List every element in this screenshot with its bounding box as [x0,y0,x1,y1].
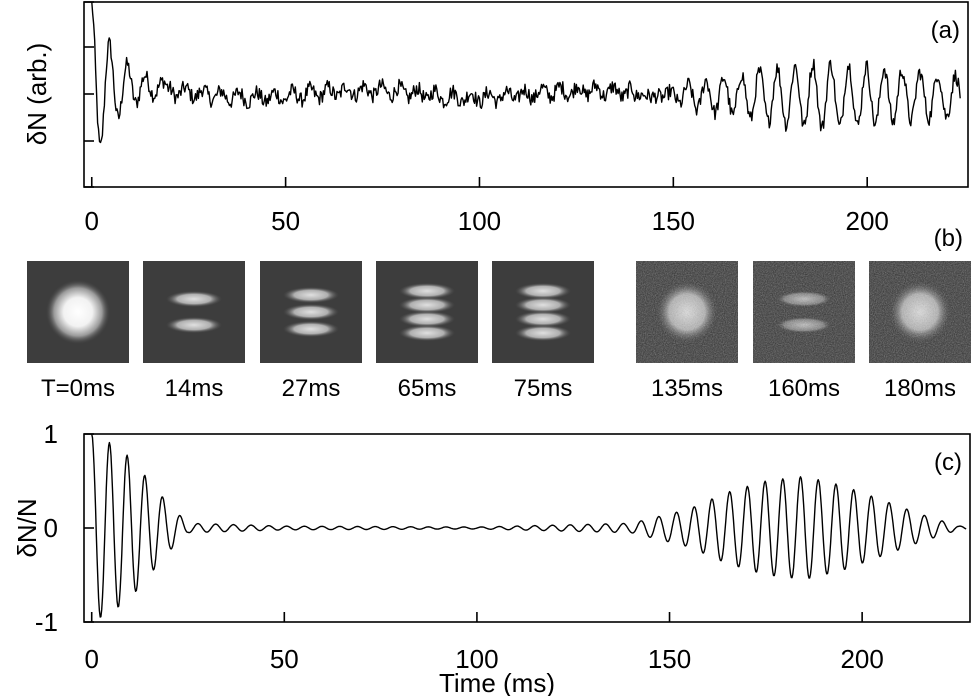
panel-c-xtick-label: 200 [840,644,883,674]
interference-fringe [399,311,455,327]
panel-c: -1 0 1 0 50 100 150 200 δN/N Time (ms) (c) [12,419,971,696]
panel-a: 0 50 100 150 200 δN (arb.) (a) [22,1,969,236]
image-noise [636,261,738,363]
panel-c-xlabel: Time (ms) [439,668,555,696]
panel-c-ytick-label: 0 [44,513,58,543]
absorption-image-3 [376,261,478,363]
panel-c-ytick-label: 1 [44,419,58,449]
panel-c-frame [83,433,971,623]
panel-b: (b) T=0ms 14ms 27ms 65ms 75ms 135ms 160ms 180ms [27,225,971,402]
panel-a-xtick-label: 100 [458,206,501,236]
absorption-image-0 [27,261,129,363]
panel-c-xtick-label: 50 [270,644,299,674]
image-noise [869,261,971,363]
interference-fringe [283,287,339,303]
image-background [143,261,245,363]
panel-c-xtick-label: 0 [84,644,98,674]
panel-c-ylabel: δN/N [12,498,42,557]
panel-c-trace [91,433,967,618]
interference-fringe [283,321,339,337]
absorption-image-7 [869,261,971,363]
panel-a-trace [91,1,961,144]
image-noise [753,261,855,363]
panel-c-xtick-label: 150 [648,644,691,674]
atom-cloud [46,280,110,344]
absorption-image-2 [260,261,362,363]
panel-c-tag: (c) [934,449,962,476]
image-label: 75ms [514,375,573,402]
panel-a-xtick-label: 200 [845,206,888,236]
interference-fringe [399,297,455,313]
interference-fringe [399,325,455,341]
panel-c-ytick-label: -1 [35,607,58,637]
image-label: 160ms [768,375,840,402]
absorption-image-1 [143,261,245,363]
panel-a-xtick-label: 150 [652,206,695,236]
panel-b-tag: (b) [934,225,963,252]
panel-c-xtick-label: 100 [455,644,498,674]
interference-fringe [515,283,571,299]
image-label: 135ms [651,375,723,402]
absorption-image-4 [492,261,594,363]
absorption-image-5 [636,261,738,363]
interference-fringe [166,291,222,307]
interference-fringe [515,325,571,341]
absorption-image-6 [753,261,855,363]
image-label: 14ms [165,375,224,402]
image-label: T=0ms [41,375,115,402]
interference-fringe [283,304,339,320]
image-label: 180ms [884,375,956,402]
panel-a-tag: (a) [931,17,960,44]
panel-a-xtick-label: 0 [85,206,99,236]
interference-fringe [399,283,455,299]
image-label: 27ms [282,375,341,402]
interference-fringe [166,317,222,333]
panel-a-xtick-label: 50 [271,206,300,236]
interference-fringe [515,297,571,313]
image-label: 65ms [398,375,457,402]
panel-a-ylabel: δN (arb.) [22,43,52,146]
interference-fringe [515,311,571,327]
